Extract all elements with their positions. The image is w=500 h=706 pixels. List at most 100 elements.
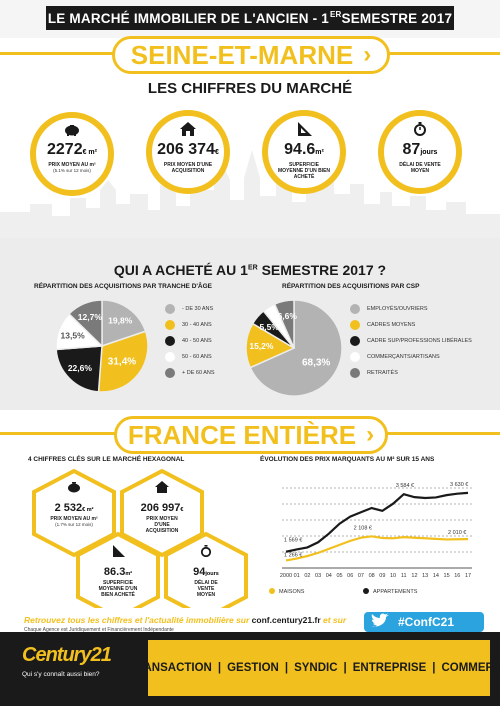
legend-label: 50 - 60 ANS	[182, 354, 212, 360]
x-tick-label: 08	[369, 573, 375, 579]
stat-surface: 94.6m² SUPERFICIE MOYENNE D'UN BIEN ACHE…	[262, 110, 346, 194]
x-tick-label: 17	[465, 573, 471, 579]
csp-slice-label-4: 6,6%	[278, 311, 298, 321]
data-annotation: 3 584 €	[396, 483, 414, 489]
evolution-title: ÉVOLUTION DES PRIX MARQUANTS AU M² SUR 1…	[260, 456, 435, 463]
stat-unit: m²	[315, 149, 324, 156]
stat-price-m2: 2272€ m² PRIX MOYEN AU m² (5.1% sur 12 m…	[30, 112, 114, 196]
buyers-heading-main: QUI A ACHETÉ AU 1	[113, 262, 248, 278]
hex-stat-value: 206 997	[140, 502, 181, 514]
x-tick-label: 05	[336, 573, 342, 579]
hex-stat-label: PRIX MOYEN D'UNE ACQUISITION	[145, 516, 179, 534]
stat-label: PRIX MOYEN AU m²	[48, 162, 96, 168]
legend-swatch	[350, 304, 360, 314]
legend-swatch	[350, 352, 360, 362]
stopwatch-icon	[414, 122, 426, 136]
series-line-appartements	[285, 491, 469, 553]
legend-label: CADRE SUP/PROFESSIONS LIBÉRALES	[367, 338, 472, 344]
csp-slice-0	[249, 299, 343, 396]
csp-pie-chart: 68,3% 15,2% 5,5%6,6%	[245, 299, 343, 396]
service-transaction[interactable]: TRANSACTION	[128, 662, 212, 674]
set-square-icon	[113, 545, 125, 557]
age-slice-4	[68, 299, 103, 348]
legend-label: MAISONS	[279, 589, 305, 595]
service-gestion[interactable]: GESTION	[227, 662, 279, 674]
promo-link[interactable]: conf.century21.fr	[251, 615, 321, 625]
x-tick-label: 07	[358, 573, 364, 579]
hex-stat-value: 2 532	[54, 502, 83, 514]
hex-stat-label: SUPERFICIE MOYENNE D'UN BIEN ACHETÉ	[98, 580, 138, 598]
hex-stats-frame	[32, 468, 248, 608]
csp-legend-item: CADRES MOYENS	[350, 320, 415, 330]
stat-unit: €	[214, 149, 219, 156]
age-slice-label-2: 22,6%	[68, 363, 93, 373]
hashtag-text: #ConfC21	[398, 615, 455, 629]
stat-label: DÉLAI DE VENTE MOYEN	[399, 162, 441, 174]
legend-label: 30 - 40 ANS	[182, 322, 212, 328]
hex-stat-unit: jours	[205, 571, 219, 577]
csp-slice-label-0: 68,3%	[302, 357, 330, 368]
key-figures-title: 4 CHIFFRES CLÉS SUR LE MARCHÉ HEXAGONAL	[28, 456, 185, 463]
stat-value: 87	[402, 141, 421, 158]
hex-stat-sub: (1.7% sur 12 mois)	[55, 522, 93, 527]
legend-swatch	[165, 336, 175, 346]
age-chart-title: RÉPARTITION DES ACQUISITIONS PAR TRANCHE…	[34, 283, 213, 290]
region-name: SEINE-ET-MARNE	[130, 39, 354, 70]
hex-stat-delay: 94jours DÉLAI DE VENTE MOYEN	[166, 544, 246, 598]
x-tick-label: 02	[304, 573, 310, 579]
market-heading: LES CHIFFRES DU MARCHÉ	[147, 80, 353, 97]
hashtag-badge[interactable]: #ConfC21	[364, 612, 484, 632]
x-tick-label: 01	[294, 573, 300, 579]
x-tick-label: 16	[454, 573, 460, 579]
logo-text: Century21	[22, 644, 112, 666]
age-pie-chart: 19,8% 31,4% 22,6% 13,5% 12,7%	[55, 299, 149, 393]
hex-stat-label: PRIX MOYEN AU m²	[50, 516, 98, 522]
france-name: FRANCE ENTIÈRE	[127, 419, 357, 450]
stopwatch-icon	[200, 545, 212, 558]
legend-label: CADRES MOYENS	[367, 322, 416, 328]
page-title-end: SEMESTRE 2017	[341, 10, 453, 26]
age-slice-label-4: 12,7%	[78, 312, 103, 322]
csp-slice-label-1: 15,2%	[249, 341, 274, 351]
hex-stat-unit: €	[180, 507, 184, 513]
x-tick-label: 09	[379, 573, 385, 579]
csp-slice-4	[273, 299, 295, 349]
csp-legend-item: EMPLOYÉS/OUVRIERS	[350, 304, 428, 314]
hex-stat-value: 94	[193, 566, 206, 578]
x-tick-label: 14	[433, 573, 439, 579]
age-legend-item: 50 - 60 ANS	[165, 352, 212, 362]
chevron-right-icon: ›	[366, 421, 375, 448]
age-legend-item: + DE 60 ANS	[165, 368, 215, 378]
piggy-bank-icon	[65, 125, 79, 136]
x-tick-label: 13	[422, 573, 428, 579]
legend-label: EMPLOYÉS/OUVRIERS	[367, 306, 428, 312]
house-icon	[180, 122, 196, 136]
stat-label: PRIX MOYEN D'UNE ACQUISITION	[163, 162, 213, 174]
service-syndic[interactable]: SYNDIC	[294, 662, 338, 674]
page-title-main: LE MARCHÉ IMMOBILIER DE L'ANCIEN - 1	[47, 10, 329, 26]
twitter-bird-icon	[371, 613, 389, 627]
page-title: LE MARCHÉ IMMOBILIER DE L'ANCIEN - 1 ER S…	[46, 6, 454, 30]
csp-slice-label-2: 5,5%	[259, 322, 279, 332]
price-evolution-line-chart: 2000 01 02 03 04 05 06 07 08 09 10 11 12 13 14 15 16 17 1 …	[269, 482, 472, 595]
set-square-icon	[298, 122, 312, 136]
buyers-heading: QUI A ACHETÉ AU 1ER SEMESTRE 2017 ?	[0, 262, 500, 278]
legend-swatch	[363, 588, 369, 594]
age-slice-label-0: 19,8%	[108, 316, 133, 326]
service-entreprise[interactable]: ENTREPRISE	[352, 662, 427, 674]
csp-chart-title: RÉPARTITION DES ACQUISITIONS PAR CSP	[282, 283, 420, 290]
hex-stat-unit: m²	[125, 571, 133, 577]
age-slice-label-1: 31,4%	[108, 357, 136, 368]
tagline: Qui s'y connaît aussi bien?	[22, 671, 100, 678]
stat-acquisition-price: 206 374€ PRIX MOYEN D'UNE ACQUISITION	[146, 110, 230, 194]
service-commerce[interactable]: COMMERCE	[441, 662, 500, 674]
stat-unit: jours	[420, 149, 438, 156]
services-bar: TRANSACTION | GESTION | SYNDIC | ENTREPRISE…	[128, 640, 500, 696]
legend-swatch	[350, 368, 360, 378]
age-slice-2	[55, 345, 103, 393]
region-title: SEINE-ET-MARNE ›	[112, 36, 390, 74]
legend-swatch	[350, 320, 360, 330]
hex-stat-price-m2: 2 532€ m² PRIX MOYEN AU m² (1.7% sur 12 …	[34, 480, 114, 528]
x-tick-label: 03	[315, 573, 321, 579]
x-tick-label: 04	[326, 573, 332, 579]
